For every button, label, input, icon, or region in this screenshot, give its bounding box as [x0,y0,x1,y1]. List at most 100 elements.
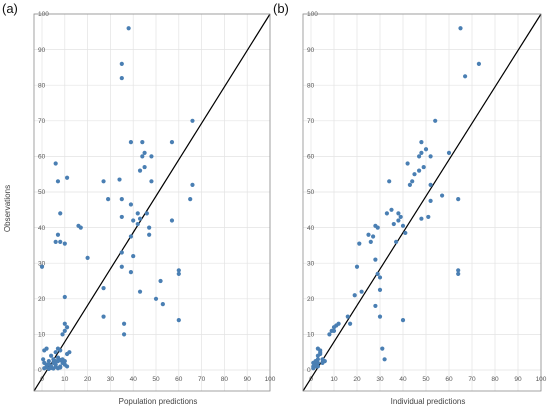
x-tick-label: 20 [353,376,361,383]
data-point [190,118,195,123]
panel-a: (a) 0 10 20 30 40 50 60 70 80 90 100 0 10 20 30 40 50 60… [2,1,276,406]
y-tick-label: 40 [307,225,315,232]
data-point [128,270,134,275]
panel-b-x-tick-labels: 0 10 20 30 40 50 60 70 80 90 100 [309,376,547,383]
data-point [382,357,387,362]
y-tick-label: 90 [38,47,46,54]
panel-a-x-axis-label: Population predictions [119,397,198,406]
data-point [119,214,124,220]
data-point [417,154,422,159]
y-tick-label: 100 [307,11,318,18]
data-point [58,211,63,216]
data-point [375,225,380,230]
y-tick-label: 30 [38,260,46,267]
data-point [58,239,63,244]
data-point [405,161,410,166]
y-tick-label: 10 [307,332,315,339]
y-tick-label: 70 [307,118,315,125]
data-point [135,221,140,227]
x-tick-label: 70 [198,376,206,383]
data-point [62,328,67,333]
data-point [153,296,159,301]
data-point [64,325,70,330]
data-point [149,154,154,159]
panel-a-tag: (a) [2,1,18,16]
data-point [366,232,371,237]
panel-b-y-tick-labels: 0 10 20 30 40 50 60 70 80 90 100 [307,11,318,374]
data-point [396,211,401,216]
data-point [426,214,431,220]
data-point [400,318,406,323]
data-point [417,168,422,173]
panel-b: (b) 0 10 20 30 40 50 60 70 80 90 100 0 10 20 30 40 50 60… [273,1,547,406]
data-point [352,293,357,298]
data-point [456,197,461,202]
data-point [119,197,124,202]
data-point [400,223,406,228]
data-point [403,230,408,236]
panel-a-x-tick-labels: 0 10 20 30 40 50 60 70 80 90 100 [40,376,276,383]
x-tick-label: 0 [40,376,44,383]
x-tick-label: 40 [399,376,407,383]
data-point [58,365,63,370]
data-point [64,364,70,369]
y-tick-label: 70 [38,118,46,125]
panel-b-identity-line [302,13,542,392]
data-point [318,350,323,355]
data-point [135,211,140,216]
data-point [144,211,149,216]
data-point [456,268,461,273]
data-point [311,360,316,365]
x-tick-label: 30 [107,376,115,383]
data-point [101,286,106,291]
data-point [331,328,337,333]
data-point [394,239,399,244]
data-point [377,275,383,280]
data-point [67,350,72,355]
data-point [423,147,429,152]
data-point [377,287,383,292]
data-point [377,314,383,319]
data-point [458,26,463,31]
data-point [137,216,143,221]
x-tick-label: 20 [84,376,92,383]
panel-a-y-axis-label: Observations [3,185,12,232]
y-tick-label: 60 [307,154,315,161]
data-point [375,271,380,276]
data-point [119,61,124,66]
data-point [53,239,58,244]
data-point [176,268,181,273]
data-point [348,321,353,326]
data-point [396,218,401,223]
data-point [137,289,143,294]
data-point [315,346,320,351]
panel-b-x-axis-label: Individual predictions [391,397,466,406]
data-point [410,179,415,184]
data-point [421,164,426,170]
y-tick-label: 90 [307,47,315,54]
data-point [398,214,403,220]
data-point [387,179,392,184]
x-tick-label: 50 [152,376,160,383]
data-point [64,175,70,180]
data-point [315,364,320,369]
x-tick-label: 80 [491,376,499,383]
data-point [46,359,51,364]
x-tick-label: 90 [514,376,522,383]
data-point [53,350,58,355]
data-point [142,150,147,155]
y-tick-label: 30 [307,260,315,267]
data-point [44,346,49,351]
data-point [446,150,452,155]
data-point [62,321,67,326]
data-point [359,289,364,294]
data-point [176,318,181,323]
y-tick-label: 80 [38,82,46,89]
panel-b-points [311,26,481,371]
data-point [463,74,468,79]
data-point [55,232,61,237]
data-point [357,241,362,246]
data-point [407,182,412,187]
data-point [58,348,63,353]
